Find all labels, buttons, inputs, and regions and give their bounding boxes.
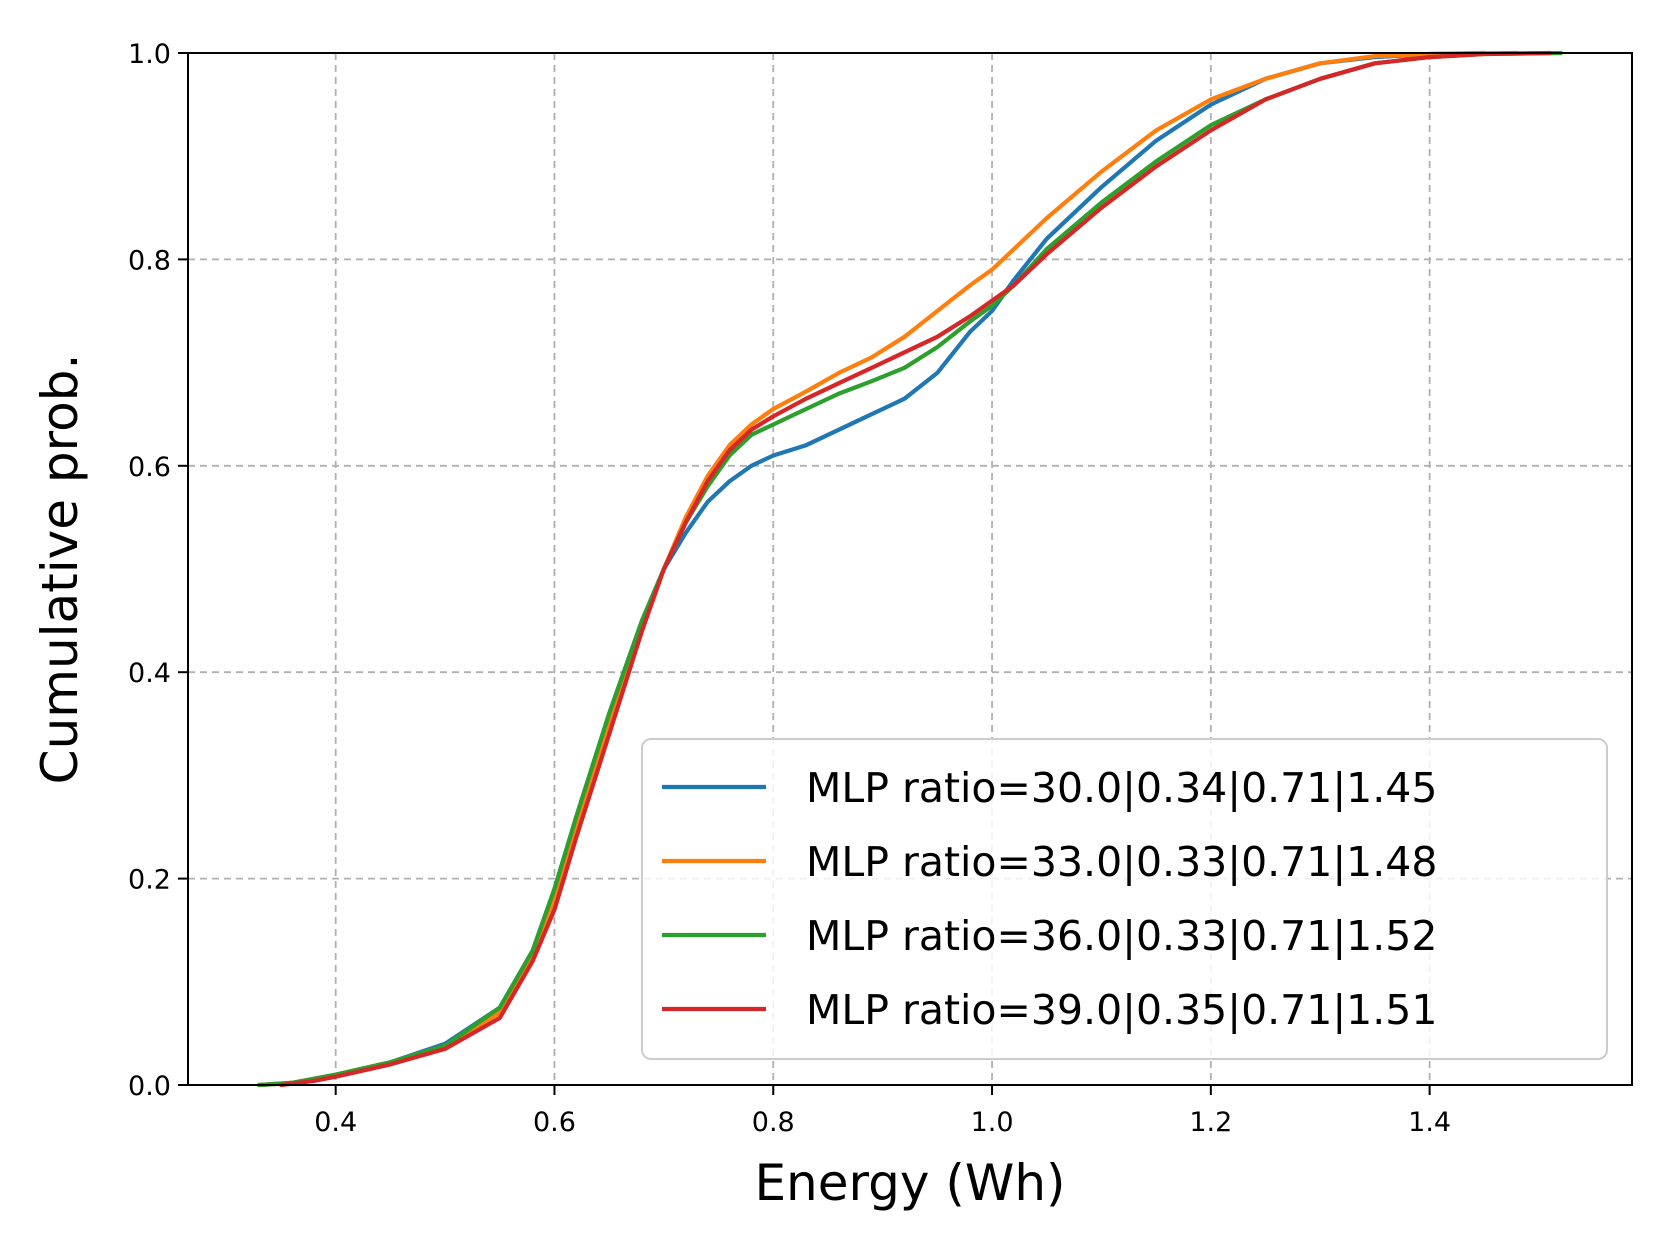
y-tick-label: 0.6	[128, 452, 171, 483]
y-tick-label: 0.8	[128, 245, 171, 276]
x-tick-label: 1.0	[971, 1107, 1014, 1138]
plot-frame	[187, 52, 1633, 1086]
legend-label-4: MLP ratio=39.0|0.35|0.71|1.51	[806, 986, 1437, 1034]
x-tick-label: 1.4	[1408, 1107, 1451, 1138]
y-axis-label: Cumulative prob.	[31, 354, 89, 785]
x-tick-label: 0.6	[533, 1107, 576, 1138]
legend: MLP ratio=30.0|0.34|0.71|1.45 MLP ratio=3…	[641, 738, 1608, 1060]
series-line-3	[257, 50, 1564, 1088]
x-tick-label: 1.2	[1189, 1107, 1232, 1138]
y-tick-label: 1.0	[128, 39, 171, 70]
x-axis-ticks: 0.4 0.6 0.8 1.0 1.2 1.4	[314, 1085, 1451, 1138]
x-axis-label: Energy (Wh)	[754, 1154, 1065, 1212]
y-axis-ticks: 0.0 0.2 0.4 0.6 0.8 1.0	[128, 39, 188, 1102]
x-tick-label: 0.8	[752, 1107, 795, 1138]
series-layer	[257, 50, 1564, 1088]
y-tick-label: 0.0	[128, 1071, 171, 1102]
x-tick-label: 0.4	[314, 1107, 357, 1138]
legend-label-1: MLP ratio=30.0|0.34|0.71|1.45	[806, 764, 1437, 812]
legend-items: MLP ratio=30.0|0.34|0.71|1.45 MLP ratio=3…	[662, 764, 1437, 1034]
y-tick-label: 0.4	[128, 658, 171, 689]
legend-label-3: MLP ratio=36.0|0.33|0.71|1.52	[806, 912, 1437, 960]
series-line-4	[278, 50, 1553, 1088]
series-line-2	[257, 50, 1520, 1088]
legend-box	[641, 738, 1608, 1060]
y-tick-label: 0.2	[128, 865, 171, 896]
legend-label-2: MLP ratio=33.0|0.33|0.71|1.48	[806, 838, 1437, 886]
